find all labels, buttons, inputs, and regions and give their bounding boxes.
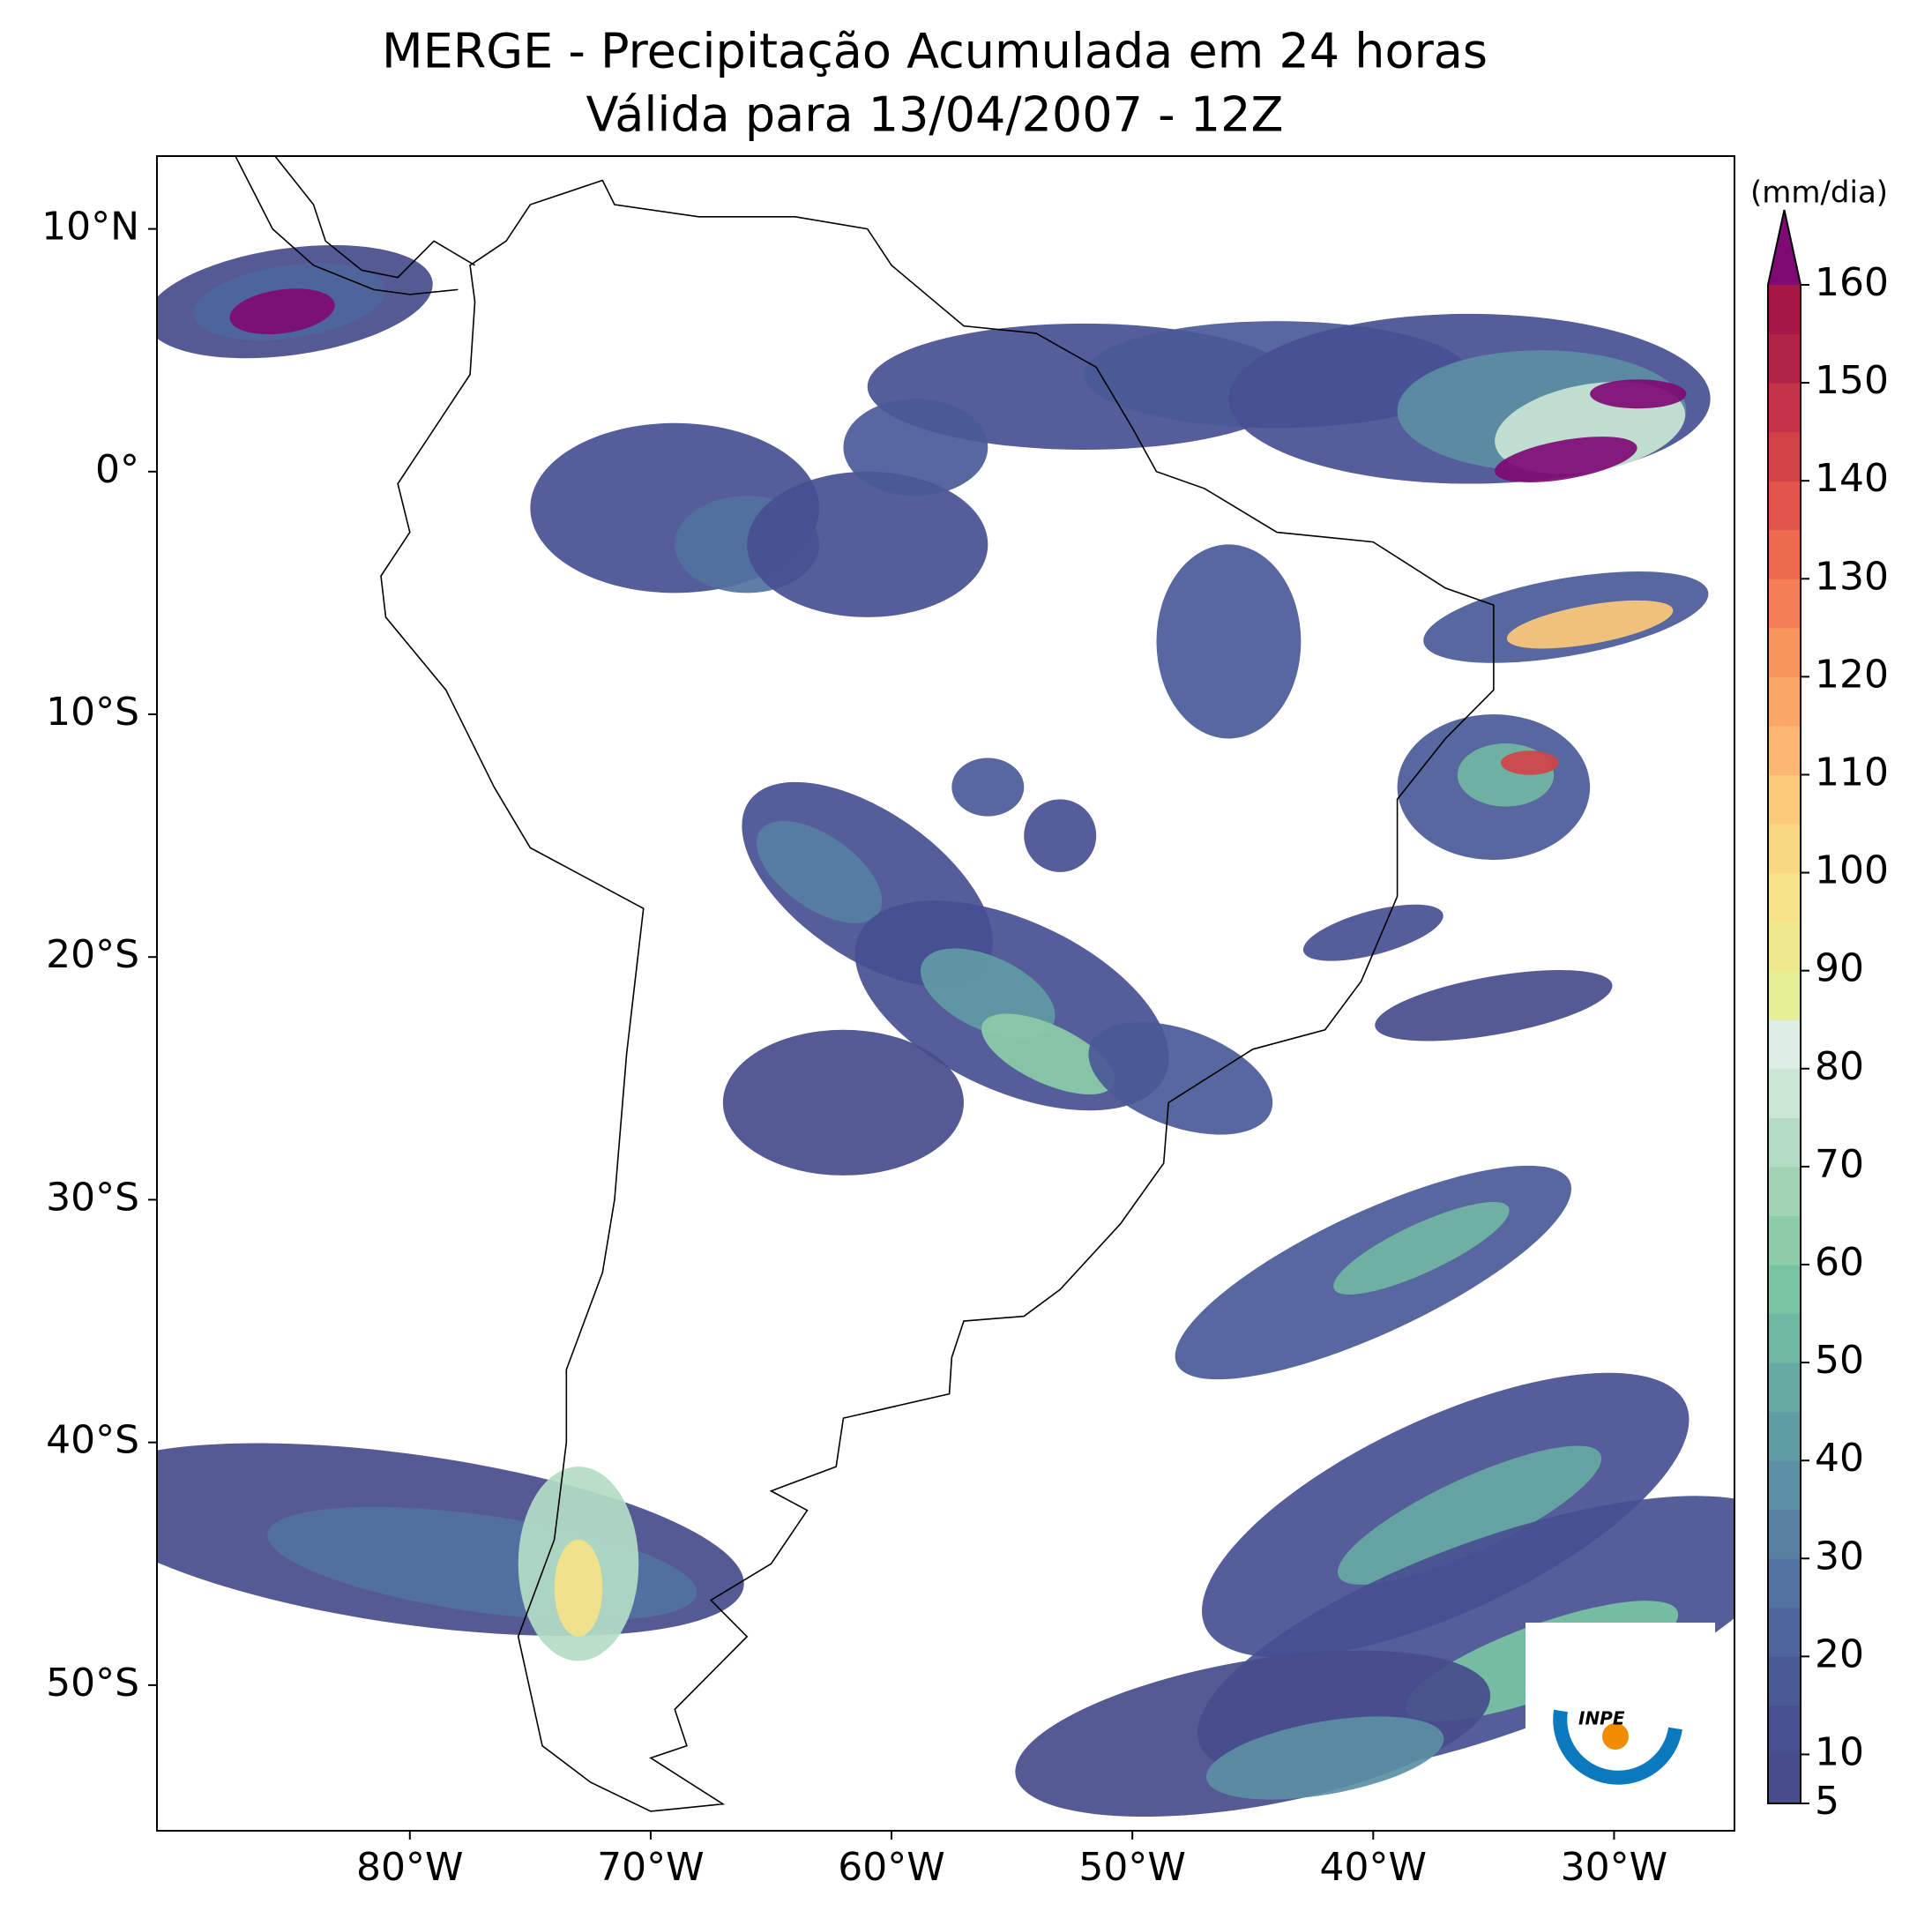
colorbar-band [1768, 431, 1801, 481]
colorbar-band [1768, 1607, 1801, 1657]
colorbar-tick-label: 130 [1815, 554, 1889, 599]
colorbar-tick-label: 90 [1815, 946, 1864, 991]
colorbar-tick-label: 60 [1815, 1240, 1864, 1285]
colorbar-band [1768, 333, 1801, 384]
precip-area [1156, 544, 1302, 739]
precip-area [1302, 904, 1443, 961]
colorbar-band [1768, 1166, 1801, 1216]
colorbar-band [1768, 1362, 1801, 1413]
logo-dot [1602, 1723, 1629, 1750]
precip-area [1495, 437, 1637, 482]
colorbar-band [1768, 922, 1801, 972]
colorbar-tick-label: 40 [1815, 1436, 1864, 1481]
colorbar-band [1768, 1411, 1801, 1461]
precip-area [554, 1539, 603, 1637]
colorbar-tick-label: 80 [1815, 1044, 1864, 1089]
y-tick-label: 10°S [46, 690, 139, 735]
colorbar-tick-label: 150 [1815, 358, 1889, 403]
colorbar-tick-label: 120 [1815, 652, 1889, 697]
chart-title: MERGE - Precipitação Acumulada em 24 hor… [382, 24, 1488, 79]
colorbar-tick-label: 100 [1815, 848, 1889, 893]
colorbar-band [1768, 529, 1801, 579]
colorbar-tick-label: 70 [1815, 1142, 1864, 1187]
x-tick-label: 30°W [1561, 1845, 1668, 1890]
colorbar-band [1768, 872, 1801, 922]
colorbar-band [1768, 1313, 1801, 1363]
precip-area [1375, 970, 1613, 1041]
colorbar-extend [1768, 210, 1801, 285]
map-frame [156, 155, 1735, 1832]
coastline [380, 179, 1495, 1812]
y-tick-label: 10°N [41, 205, 139, 250]
x-tick-label: 80°W [356, 1845, 464, 1890]
chart-subtitle: Válida para 13/04/2007 - 12Z [586, 87, 1284, 143]
colorbar-band [1768, 1509, 1801, 1559]
precip-area [1501, 750, 1559, 775]
precip-area [981, 1013, 1115, 1095]
colorbar-tick-label: 10 [1815, 1729, 1864, 1774]
precip-area [722, 1029, 964, 1176]
colorbar-band [1768, 627, 1801, 677]
precip-area [1205, 1716, 1444, 1800]
logo-text: INPE [1578, 1708, 1625, 1729]
colorbar-band [1768, 579, 1801, 629]
colorbar-band [1768, 1558, 1801, 1609]
precip-area [1333, 1201, 1510, 1295]
precip-area [1506, 600, 1674, 649]
colorbar-tick-label: 140 [1815, 456, 1889, 501]
colorbar-label: (mm/dia) [1750, 175, 1888, 211]
colorbar-tick-label: 30 [1815, 1534, 1864, 1579]
colorbar-outline [1767, 209, 1801, 1804]
colorbar-band [1768, 383, 1801, 433]
colorbar-tick-label: 110 [1815, 750, 1889, 795]
colorbar-band [1768, 285, 1801, 335]
y-tick-label: 40°S [46, 1418, 139, 1463]
colorbar-band [1768, 1264, 1801, 1315]
colorbar-band [1768, 970, 1801, 1020]
precip-area [843, 399, 988, 496]
precip-area [1088, 1022, 1273, 1135]
y-tick-label: 50°S [46, 1661, 139, 1706]
coastline [273, 156, 475, 279]
precip-area [756, 820, 883, 923]
precip-area [229, 288, 335, 335]
x-tick-label: 40°W [1320, 1845, 1428, 1890]
coastline [235, 156, 459, 295]
colorbar-band [1768, 1460, 1801, 1511]
colorbar-tick-label: 5 [1815, 1779, 1839, 1824]
y-tick-label: 20°S [46, 932, 139, 977]
colorbar-tick-label: 160 [1815, 260, 1889, 305]
logo-arc [1553, 1709, 1682, 1785]
precip-area [1338, 1445, 1602, 1585]
colorbar-band [1768, 1117, 1801, 1168]
colorbar-band [1768, 676, 1801, 727]
x-tick-label: 60°W [838, 1845, 945, 1890]
precip-area [1024, 799, 1097, 872]
precip-area [1590, 379, 1687, 409]
colorbar-band [1768, 1019, 1801, 1070]
y-tick-label: 30°S [46, 1175, 139, 1220]
colorbar-band [1768, 774, 1801, 825]
colorbar-tick-label: 50 [1815, 1338, 1864, 1383]
colorbar-band [1768, 1215, 1801, 1265]
colorbar-band [1768, 1656, 1801, 1706]
x-tick-label: 70°W [597, 1845, 705, 1890]
x-tick-label: 50°W [1078, 1845, 1186, 1890]
colorbar-tick-label: 20 [1815, 1631, 1864, 1676]
colorbar-band [1768, 725, 1801, 775]
precip-area [951, 758, 1025, 817]
precip-area [747, 471, 988, 617]
colorbar-band [1768, 824, 1801, 874]
colorbar-band [1768, 481, 1801, 531]
map-area: INPE [157, 156, 1734, 1818]
colorbar-band [1768, 1754, 1801, 1804]
colorbar-band [1768, 1705, 1801, 1755]
y-tick-label: 0° [95, 447, 139, 492]
colorbar-band [1768, 1068, 1801, 1118]
